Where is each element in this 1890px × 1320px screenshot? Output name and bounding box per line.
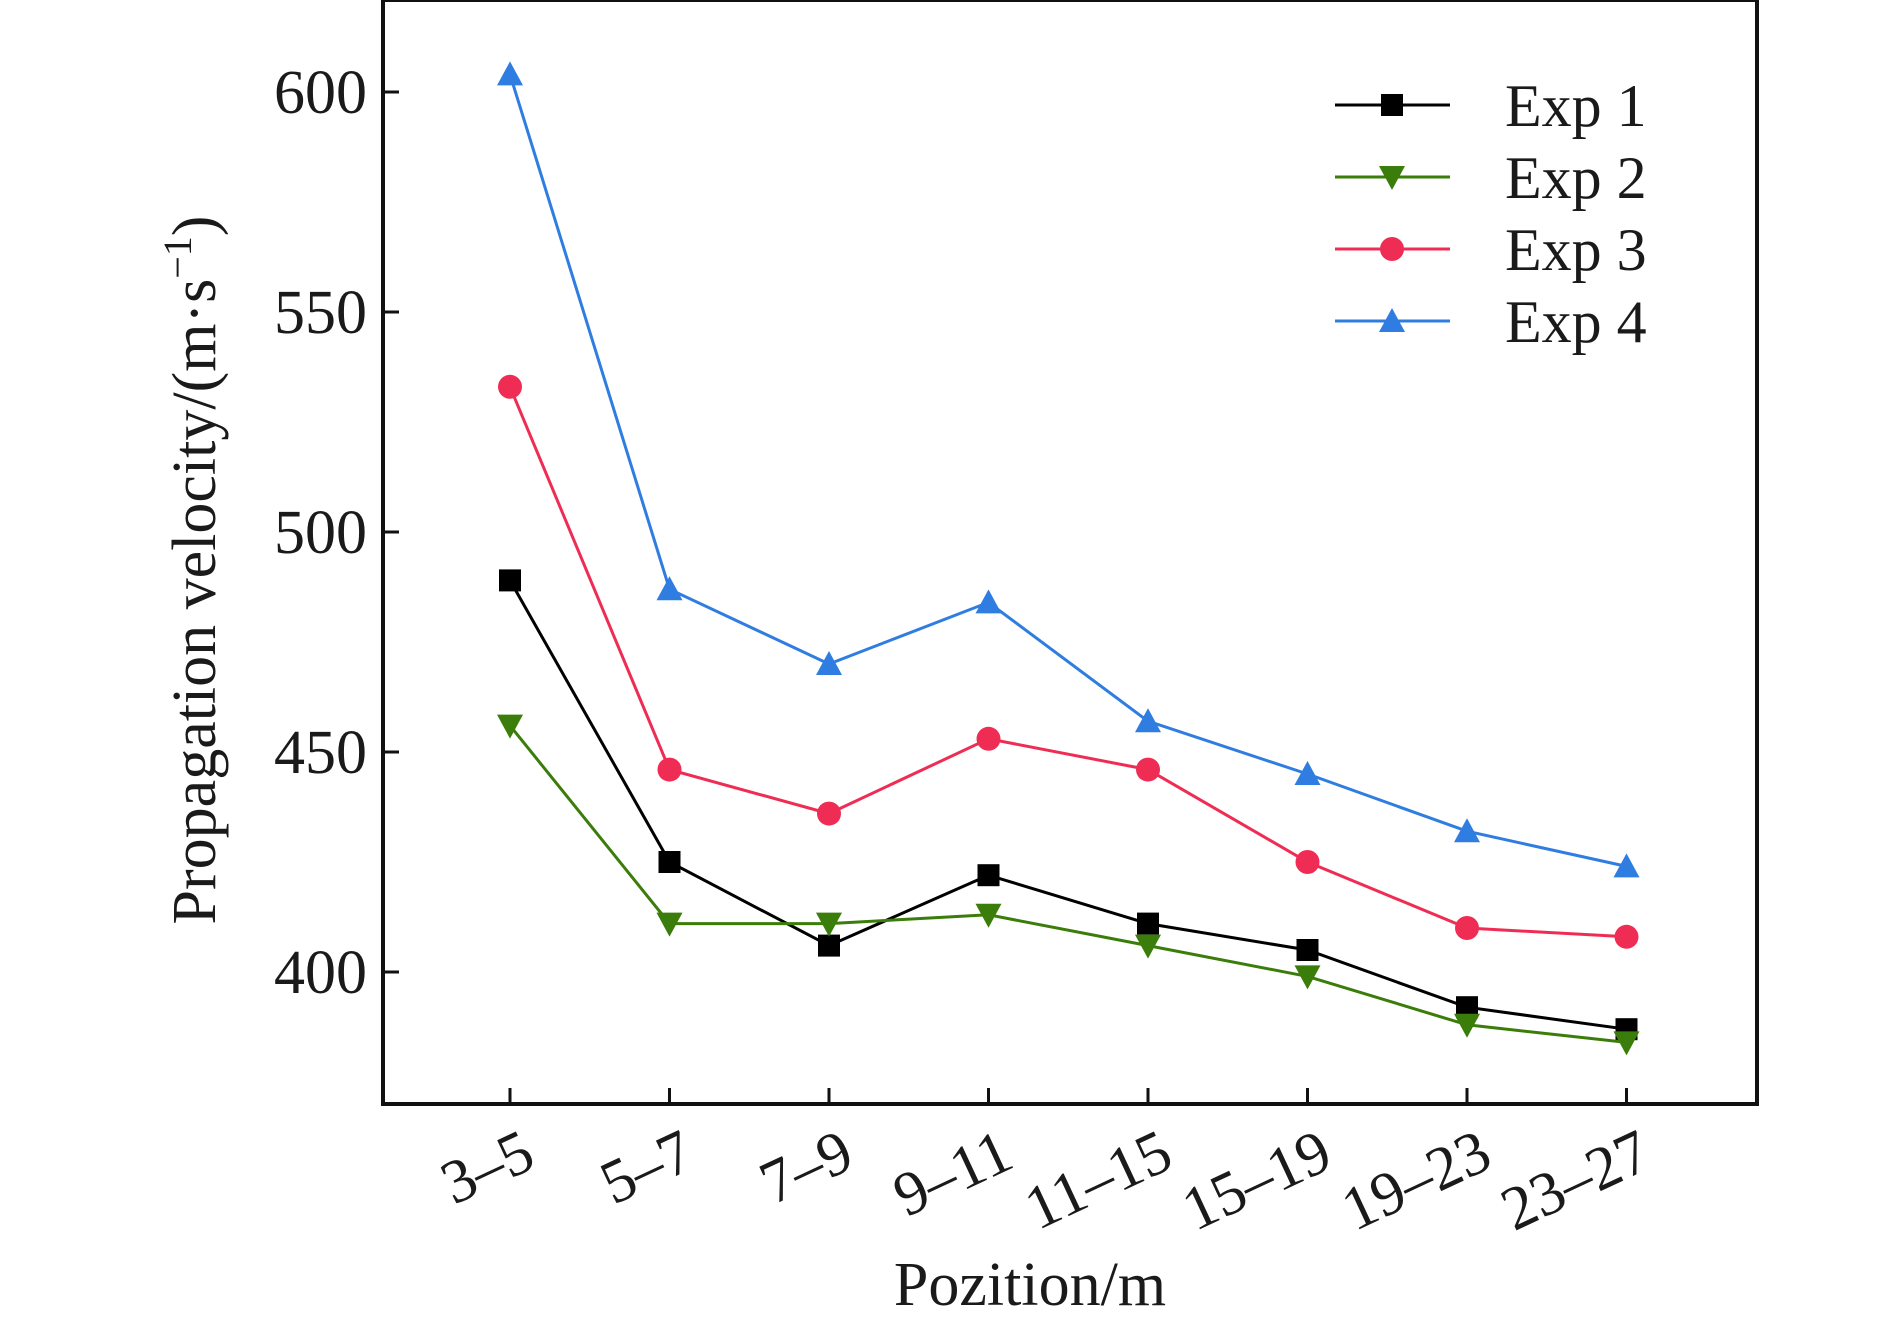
data-point (976, 726, 1001, 751)
data-point (497, 714, 523, 739)
data-point (658, 851, 681, 873)
plot-area-frame (381, 0, 1759, 1106)
y-tick-label: 600 (274, 59, 367, 127)
data-point (975, 903, 1002, 928)
data-point (656, 576, 683, 601)
data-point (1136, 757, 1160, 782)
data-point (1456, 996, 1478, 1019)
y-axis-title-main: Propagation velocity/(m·s (161, 279, 229, 925)
series-line (508, 386, 1627, 939)
legend-label: Exp 2 (1505, 145, 1647, 211)
series-2 (497, 714, 1640, 1056)
data-point (1296, 939, 1319, 961)
legend-marker (1380, 237, 1404, 261)
axis-ticks: 400 450 500 550 600 3–5 5–7 7–9 9–1111–1515–1919… (274, 59, 1660, 1244)
legend-marker (1381, 94, 1403, 116)
x-tick-label: 9–11 (883, 1117, 1022, 1230)
x-tick-label: 3–5 (431, 1117, 544, 1218)
y-tick-label: 400 (274, 939, 367, 1007)
y-tick-label: 500 (274, 499, 367, 567)
data-point (977, 864, 1000, 887)
series-1 (499, 569, 1638, 1041)
series-line (508, 724, 1627, 1044)
data-point (1294, 965, 1321, 990)
x-tick-label: 11–15 (1015, 1117, 1182, 1243)
data-point (1454, 818, 1480, 843)
data-point (1454, 1013, 1480, 1038)
legend-item: Exp 1 (1335, 73, 1647, 139)
legend-label: Exp 1 (1505, 73, 1647, 139)
y-axis-title-close: ) (161, 216, 229, 237)
x-tick-label: 5–7 (590, 1117, 703, 1218)
series-4 (497, 61, 1640, 878)
data-point (498, 374, 522, 399)
legend-marker (1379, 308, 1405, 332)
data-point (816, 651, 842, 675)
y-tick-label: 450 (274, 719, 367, 787)
data-point (818, 934, 840, 957)
x-tick-label: 15–19 (1172, 1117, 1341, 1244)
data-point (656, 912, 683, 937)
legend-item: Exp 3 (1335, 217, 1647, 283)
data-point (816, 912, 842, 937)
x-tick-label: 19–23 (1332, 1117, 1501, 1244)
x-tick-label: 7–9 (750, 1117, 863, 1218)
data-point (1613, 1031, 1640, 1056)
legend-item: Exp 4 (1335, 289, 1647, 355)
data-point (817, 801, 841, 826)
data-point (1455, 916, 1479, 940)
data-point (1294, 761, 1321, 785)
data-point (1295, 850, 1320, 874)
legend-marker (1379, 166, 1405, 190)
data-point (1135, 934, 1161, 959)
data-point (499, 569, 521, 592)
data-point (497, 61, 523, 86)
series-line (508, 579, 1627, 1031)
legend-label: Exp 4 (1505, 289, 1647, 355)
data-point (657, 757, 682, 782)
x-tick-label: 23–27 (1491, 1117, 1660, 1244)
data-point (1135, 708, 1161, 733)
series-line (508, 73, 1627, 868)
data-point (1613, 853, 1640, 878)
data-point (1137, 912, 1159, 935)
y-axis-title: Propagation velocity/(m·s−1) (155, 216, 229, 925)
x-axis-title: Pozition/m (894, 1251, 1166, 1319)
y-axis-title-unit-exponent: −1 (155, 236, 200, 279)
legend-item: Exp 2 (1335, 145, 1647, 211)
series-3 (498, 374, 1639, 949)
y-tick-label: 550 (274, 279, 367, 347)
series-layer (497, 61, 1640, 1056)
data-point (1614, 924, 1639, 949)
data-point (975, 589, 1002, 614)
legend-label: Exp 3 (1505, 217, 1647, 283)
